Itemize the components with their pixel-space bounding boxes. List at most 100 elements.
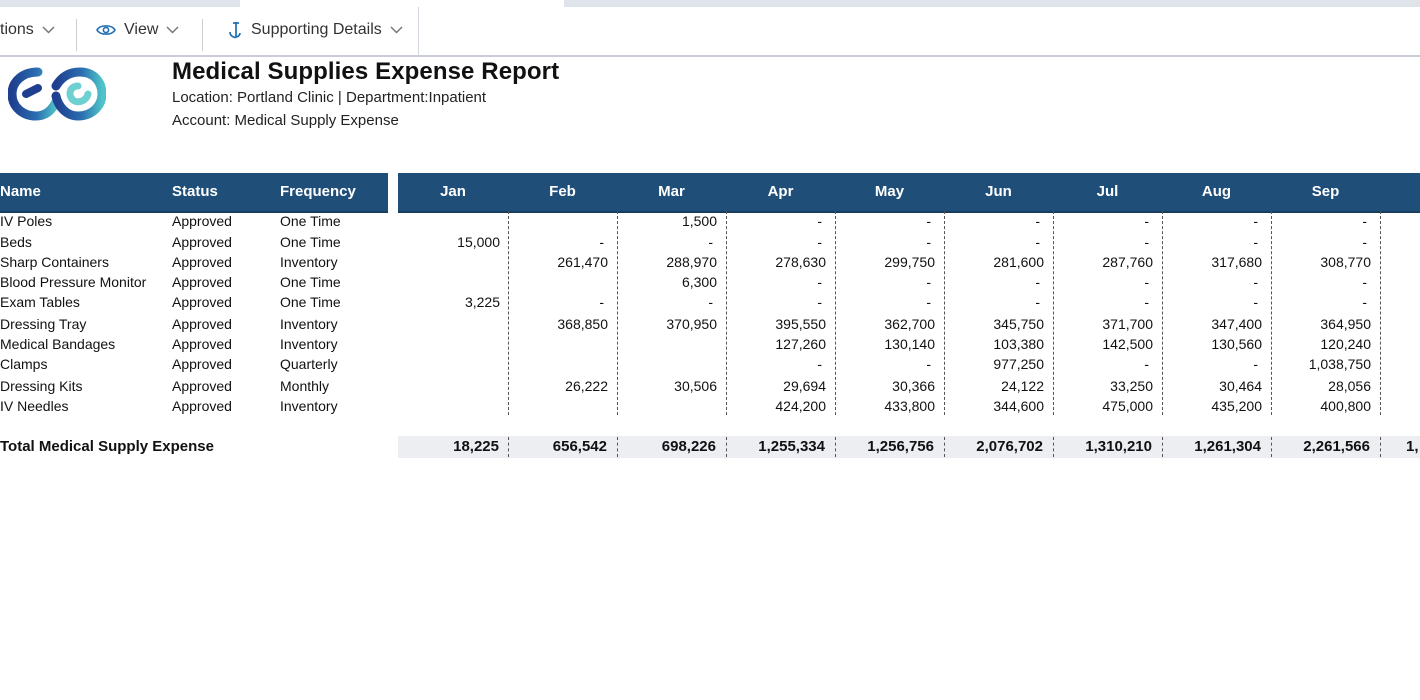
row-month-value: 130,560 bbox=[1211, 336, 1262, 352]
column-divider bbox=[1053, 437, 1054, 457]
table-row[interactable]: Medical Bandages Approved Inventory 127,260… bbox=[0, 334, 1420, 354]
row-month-value: 24,122 bbox=[1001, 378, 1044, 394]
column-header-status[interactable]: Status bbox=[172, 183, 218, 200]
tab-strip-right bbox=[564, 0, 1420, 7]
row-month-value: - bbox=[926, 274, 931, 290]
company-logo bbox=[7, 66, 107, 122]
row-month-value bbox=[380, 272, 500, 292]
report-location-line: Location: Portland Clinic | Department:I… bbox=[172, 89, 487, 106]
row-month-value: - bbox=[1362, 234, 1367, 250]
row-frequency-cell: Inventory bbox=[280, 398, 338, 414]
row-frequency-cell: Inventory bbox=[280, 316, 338, 332]
row-month-value bbox=[380, 376, 500, 396]
column-header-apr[interactable]: Apr bbox=[767, 183, 794, 200]
chevron-down-icon bbox=[166, 26, 179, 34]
row-frequency-cell: Inventory bbox=[280, 254, 338, 270]
row-month-value: - bbox=[1144, 274, 1149, 290]
column-divider bbox=[1271, 211, 1272, 415]
column-header-feb[interactable]: Feb bbox=[549, 183, 576, 200]
row-month-value: 127,260 bbox=[775, 336, 826, 352]
row-name-cell: IV Needles bbox=[0, 398, 69, 414]
row-month-value bbox=[380, 211, 500, 231]
row-frequency-cell: Inventory bbox=[280, 336, 338, 352]
view-menu-label: View bbox=[124, 21, 159, 38]
row-name-cell: Exam Tables bbox=[0, 294, 80, 310]
column-divider bbox=[944, 437, 945, 457]
table-row[interactable]: Dressing Kits Approved Monthly 26,222 30,506… bbox=[0, 376, 1420, 396]
table-row[interactable]: Clamps Approved Quarterly - - 977,250 - - 1,038,… bbox=[0, 354, 1420, 374]
row-month-value: - bbox=[1035, 213, 1040, 229]
column-header-may[interactable]: May bbox=[874, 183, 905, 200]
toolbar-divider bbox=[418, 7, 419, 55]
column-header-aug[interactable]: Aug bbox=[1201, 183, 1232, 200]
total-month-value: 698,226 bbox=[661, 438, 716, 455]
row-month-value bbox=[488, 272, 608, 292]
table-row[interactable]: IV Poles Approved One Time 1,500 - - - - - - bbox=[0, 211, 1420, 231]
row-status-cell: Approved bbox=[172, 274, 232, 290]
table-row[interactable]: Exam Tables Approved One Time 3,225 - - - - - - - - bbox=[0, 292, 1420, 312]
view-menu-button[interactable]: View bbox=[96, 7, 179, 53]
row-month-value: - bbox=[1253, 234, 1258, 250]
table-row[interactable]: Blood Pressure Monitor Approved One Time 6,… bbox=[0, 272, 1420, 292]
supporting-details-menu-button[interactable]: Supporting Details bbox=[226, 7, 403, 53]
total-row: Total Medical Supply Expense 1, 18,225 65… bbox=[0, 436, 1420, 458]
row-month-value: 33,250 bbox=[1110, 378, 1153, 394]
row-month-value: - bbox=[926, 356, 931, 372]
row-month-value: 317,680 bbox=[1211, 254, 1262, 270]
total-month-value: 1,256,756 bbox=[867, 438, 934, 455]
total-month-value: 2,076,702 bbox=[976, 438, 1043, 455]
toolbar-divider bbox=[76, 19, 77, 51]
eye-icon bbox=[96, 23, 116, 37]
column-header-frequency[interactable]: Frequency bbox=[280, 183, 356, 200]
column-divider bbox=[1162, 437, 1163, 457]
row-month-value: 288,970 bbox=[666, 254, 717, 270]
table-header-months: Jan Feb Mar Apr May Jun Jul Aug Sep bbox=[398, 173, 1420, 213]
column-header-jan[interactable]: Jan bbox=[440, 183, 466, 200]
row-month-value: 30,366 bbox=[892, 378, 935, 394]
row-month-value bbox=[380, 314, 500, 334]
row-month-value bbox=[380, 396, 500, 416]
row-status-cell: Approved bbox=[172, 336, 232, 352]
row-month-value: 395,550 bbox=[775, 316, 826, 332]
column-divider bbox=[726, 211, 727, 415]
row-month-value: 261,470 bbox=[557, 254, 608, 270]
row-month-value: 424,200 bbox=[775, 398, 826, 414]
row-status-cell: Approved bbox=[172, 294, 232, 310]
column-header-jul[interactable]: Jul bbox=[1096, 183, 1119, 200]
table-row[interactable]: Beds Approved One Time 15,000 - - - - - - - - bbox=[0, 232, 1420, 252]
toolbar-divider bbox=[202, 19, 203, 51]
row-month-value: 1,038,750 bbox=[1308, 356, 1371, 372]
row-frequency-cell: Quarterly bbox=[280, 356, 338, 372]
row-status-cell: Approved bbox=[172, 254, 232, 270]
column-header-jun[interactable]: Jun bbox=[985, 183, 1012, 200]
actions-menu-button[interactable]: tions bbox=[0, 7, 55, 53]
column-divider bbox=[1271, 437, 1272, 457]
row-status-cell: Approved bbox=[172, 213, 232, 229]
column-header-mar[interactable]: Mar bbox=[658, 183, 685, 200]
table-row[interactable]: Dressing Tray Approved Inventory 368,850 370… bbox=[0, 314, 1420, 334]
row-month-value bbox=[488, 211, 608, 231]
row-month-value: 30,464 bbox=[1219, 378, 1262, 394]
row-name-cell: Medical Bandages bbox=[0, 336, 116, 352]
row-month-value: 1,500 bbox=[681, 213, 717, 229]
row-month-value: - bbox=[1144, 294, 1149, 310]
column-divider bbox=[617, 211, 618, 415]
column-divider bbox=[944, 211, 945, 415]
row-month-value bbox=[488, 354, 608, 374]
total-month-value: 2,261,566 bbox=[1303, 438, 1370, 455]
column-header-name[interactable]: Name bbox=[0, 183, 41, 200]
column-divider bbox=[835, 211, 836, 415]
table-row[interactable]: Sharp Containers Approved Inventory 261,470… bbox=[0, 252, 1420, 272]
row-month-value: - bbox=[708, 234, 713, 250]
row-name-cell: IV Poles bbox=[0, 213, 53, 229]
row-month-value bbox=[597, 334, 717, 354]
row-month-value: 130,140 bbox=[884, 336, 935, 352]
column-header-sep[interactable]: Sep bbox=[1311, 183, 1340, 200]
row-month-value: 287,760 bbox=[1102, 254, 1153, 270]
report-account-line: Account: Medical Supply Expense bbox=[172, 112, 399, 129]
row-month-value: - bbox=[926, 294, 931, 310]
row-month-value: - bbox=[817, 213, 822, 229]
row-status-cell: Approved bbox=[172, 356, 232, 372]
row-month-value: 142,500 bbox=[1102, 336, 1153, 352]
table-row[interactable]: IV Needles Approved Inventory 424,200 433,80… bbox=[0, 396, 1420, 416]
